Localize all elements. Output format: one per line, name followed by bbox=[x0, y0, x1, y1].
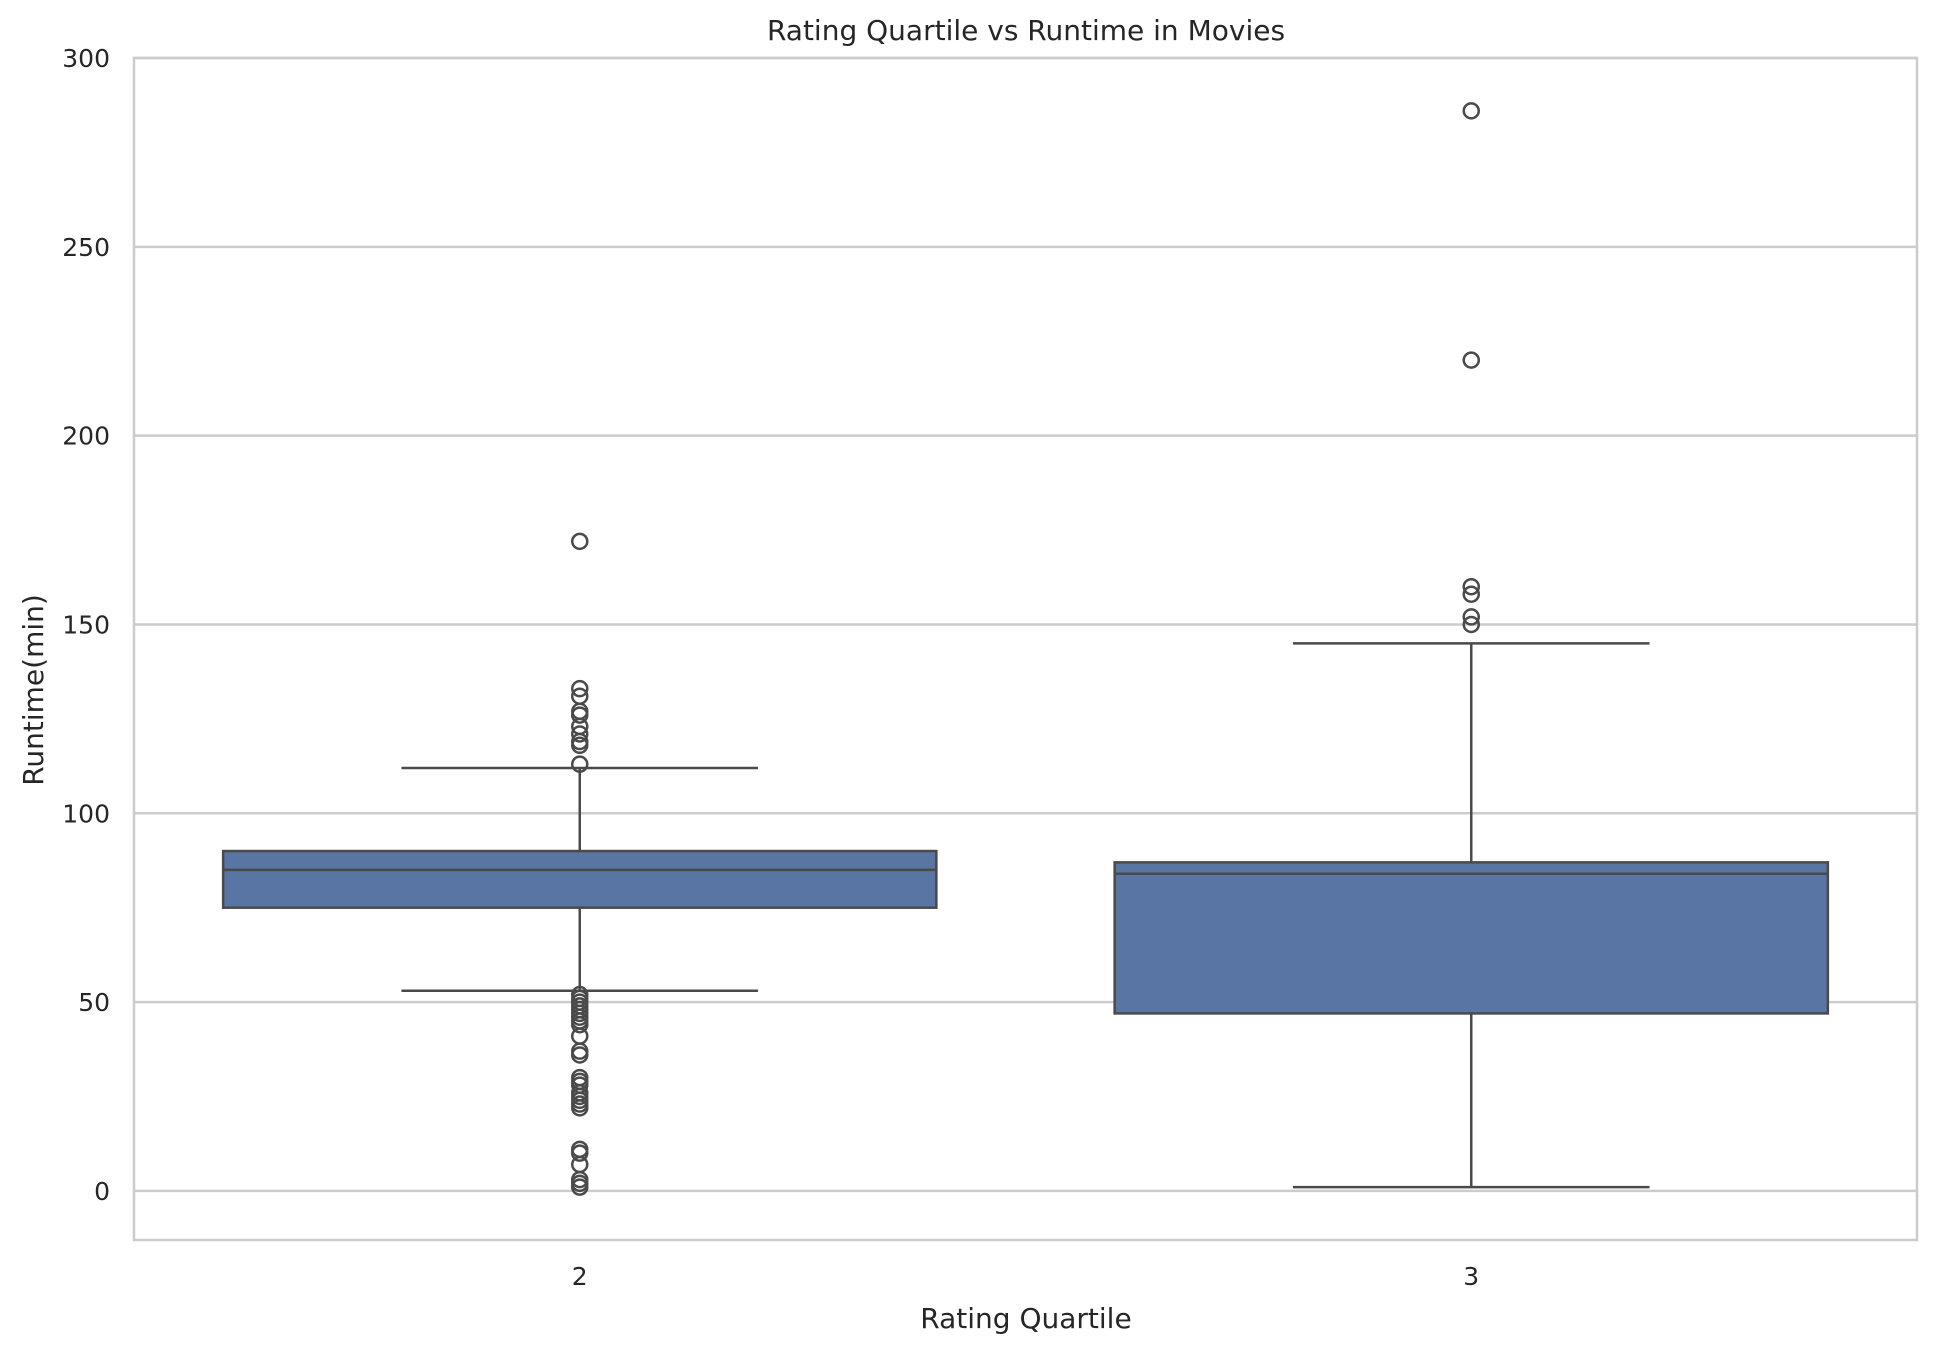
y-tick-label: 300 bbox=[62, 44, 110, 73]
outlier-point bbox=[1462, 351, 1480, 369]
y-tick-label: 200 bbox=[62, 422, 110, 451]
y-axis-label: Runtime(min) bbox=[17, 594, 50, 786]
outlier-point bbox=[571, 679, 589, 698]
y-tick-label: 250 bbox=[62, 233, 110, 262]
box-iqr bbox=[221, 849, 938, 909]
outlier-point bbox=[571, 532, 589, 551]
outlier-point bbox=[571, 1099, 589, 1117]
outlier-point bbox=[1462, 102, 1480, 120]
x-tick-label: 3 bbox=[1463, 1262, 1479, 1291]
y-tick-label: 100 bbox=[62, 799, 110, 828]
outlier-point bbox=[1462, 608, 1480, 626]
outlier-point bbox=[571, 1015, 589, 1034]
x-tick-label: 2 bbox=[572, 1262, 588, 1291]
outlier-point bbox=[571, 1144, 589, 1162]
chart-title: Rating Quartile vs Runtime in Movies bbox=[767, 14, 1285, 47]
y-tick-label: 150 bbox=[62, 610, 110, 639]
outlier-point bbox=[1462, 577, 1480, 596]
box-group-2 bbox=[221, 532, 938, 1196]
outlier-point bbox=[1462, 585, 1480, 603]
gridlines bbox=[134, 56, 1917, 1193]
outlier-point bbox=[1462, 615, 1480, 634]
outlier-point bbox=[571, 736, 589, 755]
y-tick-label: 50 bbox=[78, 988, 110, 1017]
outlier-point bbox=[571, 1178, 589, 1196]
x-axis-label: Rating Quartile bbox=[920, 1302, 1131, 1335]
outlier-point bbox=[571, 1155, 589, 1174]
box-iqr bbox=[1113, 861, 1830, 1015]
box-series bbox=[221, 102, 1830, 1196]
outlier-point bbox=[571, 706, 589, 724]
plot-frame bbox=[132, 56, 1919, 1242]
outlier-point bbox=[571, 755, 589, 773]
y-axis-ticks: 0 50 100 150 200 250 300 bbox=[62, 44, 110, 1206]
outlier-point bbox=[571, 725, 589, 743]
y-tick-label: 0 bbox=[94, 1177, 110, 1206]
box-group-3 bbox=[1113, 102, 1830, 1189]
outlier-point bbox=[571, 1027, 589, 1045]
outlier-point bbox=[571, 1046, 589, 1064]
